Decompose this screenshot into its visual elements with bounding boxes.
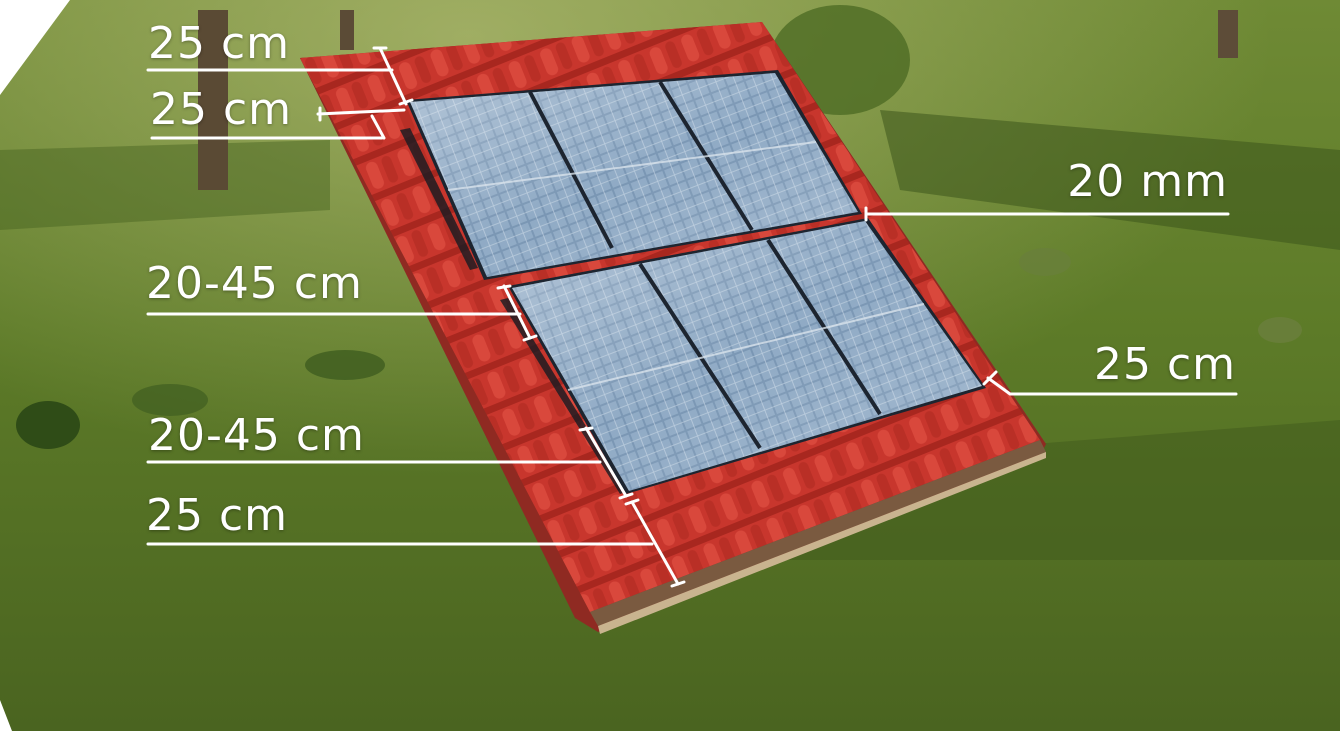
panel-frame-label: 20 mm [1067, 156, 1228, 207]
top-margin-label: 25 cm [148, 18, 291, 69]
bush [16, 401, 80, 449]
row-gap-label-lower: 20-45 cm [148, 410, 365, 461]
solar-panel-array [400, 70, 986, 494]
bottom-margin-label: 25 cm [146, 490, 289, 541]
corner-wedge [0, 0, 70, 95]
tree-trunk [198, 10, 228, 190]
top-margin-label-secondary: 25 cm [150, 84, 293, 135]
side-margin-label: 25 cm [1093, 339, 1236, 390]
dimension-lines [146, 46, 1238, 588]
row-gap-label-upper: 20-45 cm [146, 258, 363, 309]
